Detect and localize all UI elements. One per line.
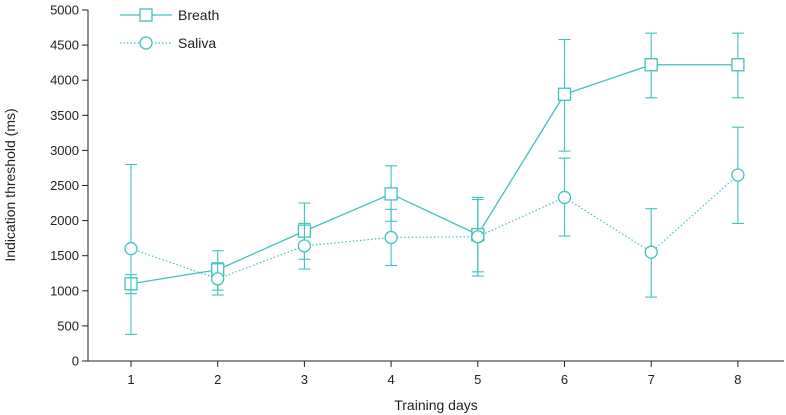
- x-tick-label-1: 1: [127, 372, 134, 387]
- saliva-point-1: [124, 242, 138, 256]
- y-tick-label-3500: 3500: [50, 108, 79, 123]
- y-tick-label-4500: 4500: [50, 38, 79, 53]
- y-tick-label-1500: 1500: [50, 248, 79, 263]
- saliva-point-2: [211, 272, 225, 286]
- saliva-line: [130, 174, 739, 280]
- saliva-error-bar-1: [125, 163, 137, 295]
- x-tick-label-5: 5: [474, 372, 481, 387]
- saliva-point-5: [471, 230, 485, 244]
- saliva-point-7: [644, 245, 658, 259]
- x-tick-label-8: 8: [734, 372, 741, 387]
- axes: [87, 10, 784, 362]
- legend-breath-marker: [139, 8, 153, 22]
- x-tick-label-3: 3: [301, 372, 308, 387]
- x-tick-label-4: 4: [387, 372, 394, 387]
- legend: Breath Saliva: [120, 7, 219, 51]
- y-tick-label-0: 0: [72, 354, 79, 369]
- y-axis-title: Indication threshold (ms): [2, 108, 18, 261]
- breath-point-7: [644, 58, 658, 72]
- breath-point-8: [731, 58, 745, 72]
- y-tick-label-500: 500: [57, 318, 79, 333]
- legend-saliva-marker: [139, 36, 153, 50]
- saliva-point-8: [731, 168, 745, 182]
- legend-breath-label: Breath: [178, 7, 219, 23]
- y-tick-label-2000: 2000: [50, 213, 79, 228]
- legend-item-breath: Breath: [120, 7, 219, 23]
- y-tick-label-5000: 5000: [50, 3, 79, 18]
- y-ticks: 0 500 1000 1500 2000 2500 3000 3500 4000 4500 5000: [50, 3, 88, 369]
- breath-line: [130, 64, 738, 285]
- series-saliva: [124, 126, 745, 298]
- legend-item-saliva: Saliva: [120, 35, 216, 51]
- legend-saliva-label: Saliva: [178, 35, 216, 51]
- y-tick-label-3000: 3000: [50, 143, 79, 158]
- breath-point-4: [384, 187, 398, 201]
- breath-point-6: [557, 87, 572, 101]
- x-ticks: 1 2 3 4 5 6 7 8: [127, 361, 742, 387]
- x-axis-title: Training days: [394, 397, 478, 413]
- y-tick-label-1000: 1000: [50, 283, 79, 298]
- x-tick-label-2: 2: [214, 372, 221, 387]
- series-layer: [124, 32, 745, 335]
- saliva-point-6: [557, 190, 572, 205]
- y-tick-label-4000: 4000: [50, 73, 79, 88]
- saliva-point-4: [384, 230, 398, 245]
- y-tick-label-2500: 2500: [50, 178, 79, 193]
- x-tick-label-6: 6: [561, 372, 568, 387]
- saliva-point-3: [297, 239, 312, 253]
- x-tick-label-7: 7: [648, 372, 655, 387]
